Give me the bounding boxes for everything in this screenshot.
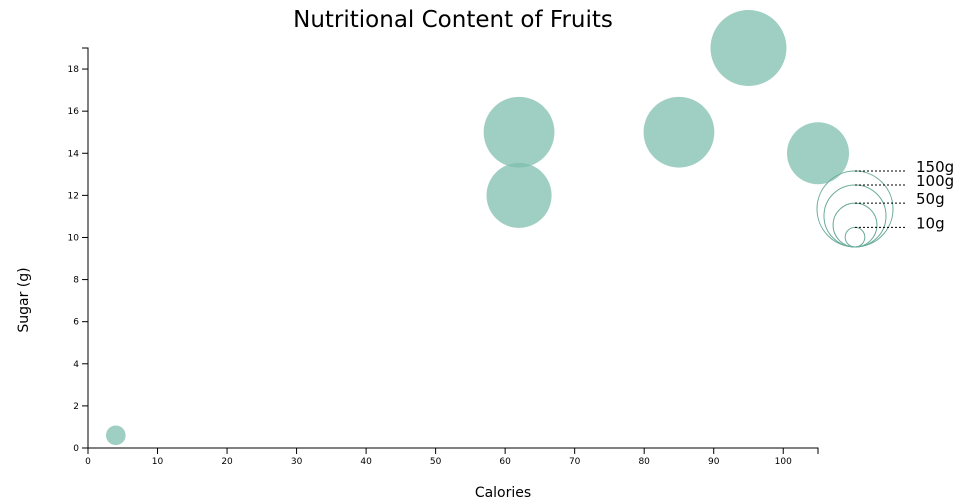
chart-title: Nutritional Content of Fruits	[293, 7, 613, 33]
legend-circle-100g	[823, 184, 887, 248]
legend-circle-10g	[844, 226, 866, 248]
bubble-layer	[105, 10, 850, 446]
bubble-5	[710, 10, 787, 86]
bubble-3	[486, 162, 552, 228]
x-tick-label: 30	[291, 457, 303, 467]
x-tick-label: 10	[152, 457, 164, 467]
y-tick-label: 18	[68, 65, 80, 75]
bubble-4	[643, 96, 715, 168]
x-tick-label: 20	[221, 457, 233, 467]
x-tick-label: 80	[638, 457, 650, 467]
y-tick-label: 14	[68, 149, 80, 159]
x-tick-label: 0	[85, 457, 91, 467]
bubble-2	[483, 96, 555, 168]
bubble-6	[786, 122, 850, 185]
y-tick-label: 6	[73, 318, 79, 328]
x-tick-label: 100	[775, 457, 792, 467]
x-tick-label: 60	[499, 457, 511, 467]
x-tick-label: 90	[708, 457, 720, 467]
x-tick-label: 40	[360, 457, 372, 467]
legend-circle-150g	[816, 170, 894, 248]
legend-label: 150g	[916, 158, 954, 176]
y-tick-label: 2	[73, 402, 79, 412]
legend-circle-50g	[832, 202, 878, 248]
y-axis-line	[82, 47, 89, 449]
legend-label: 50g	[916, 190, 945, 208]
x-axis: 0 10 20 30 40 50 60 70 80 90 100	[85, 447, 819, 467]
y-tick-label: 10	[68, 233, 80, 243]
x-tick-label: 50	[430, 457, 442, 467]
y-tick-label: 12	[68, 191, 79, 201]
y-axis: 0 2 4 6 8 10 12 14 16 18	[68, 47, 89, 454]
bubble-1	[105, 425, 126, 446]
x-axis-line	[87, 447, 819, 454]
legend-label: 10g	[916, 214, 945, 232]
y-tick-label: 8	[73, 276, 79, 286]
y-axis-title: Sugar (g)	[16, 267, 32, 332]
y-tick-label: 4	[73, 360, 79, 370]
x-tick-label: 70	[569, 457, 581, 467]
legend-label: 100g	[916, 172, 954, 190]
y-tick-label: 16	[68, 107, 80, 117]
x-axis-title: Calories	[475, 485, 531, 500]
y-tick-label: 0	[73, 444, 79, 454]
